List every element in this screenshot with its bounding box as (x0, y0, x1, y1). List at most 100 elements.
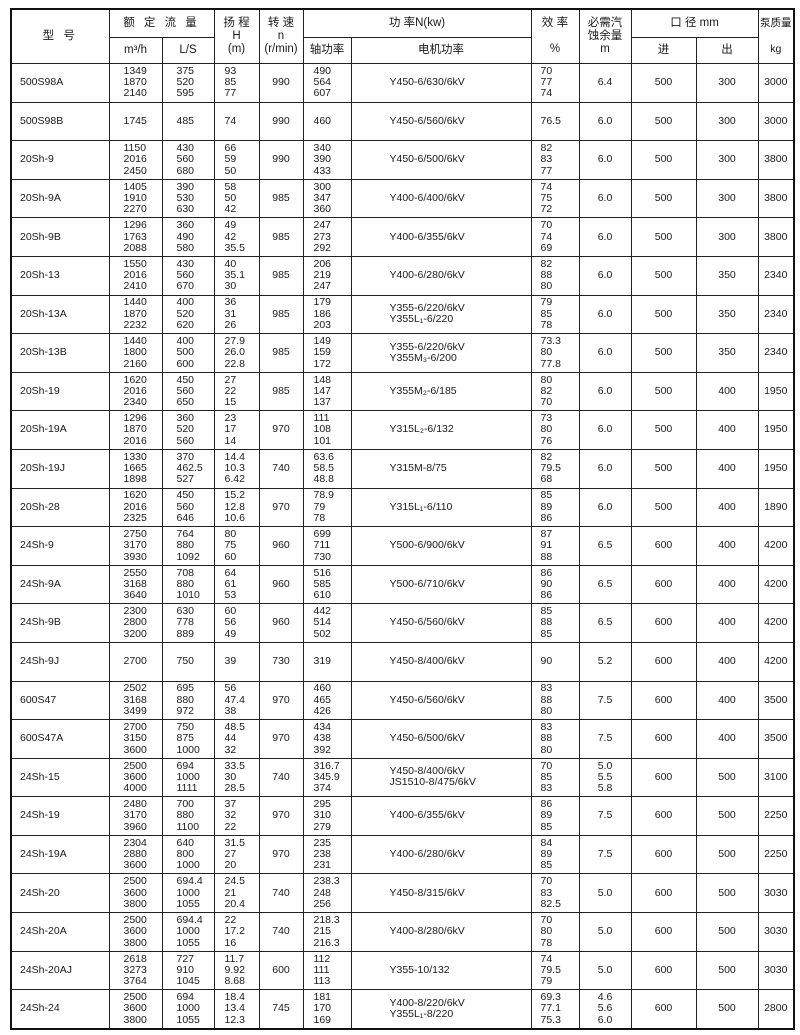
cell-flow-ls: 400 500 600 (161, 333, 215, 373)
cell-motor-power: Y450-8/400/6kV (350, 641, 532, 682)
cell-model: 24Sh-20 (10, 873, 110, 914)
cell-inlet: 600 (630, 796, 697, 836)
cell-outlet: 300 (695, 63, 759, 103)
cell-efficiency: 69.3 77.1 75.3 (530, 989, 580, 1030)
cell-flow-ls: 390 530 630 (161, 178, 215, 219)
header-mass: 泵质量 kg (757, 8, 795, 64)
table-row: 20Sh-19 1620 2016 2340 450 560 650 27 22 15… (10, 371, 795, 412)
table-row: 24Sh-20A 2500 3600 3800 694.4 1000 1055 22 … (10, 912, 795, 952)
cell-model: 24Sh-9A (10, 564, 110, 605)
cell-head: 49 42 35.5 (213, 217, 260, 257)
cell-model: 24Sh-9B (10, 603, 110, 643)
cell-inlet: 600 (630, 757, 697, 798)
cell-speed: 985 (258, 294, 304, 335)
cell-motor-power: Y400-6/280/6kV (350, 834, 532, 875)
cell-outlet: 300 (695, 178, 759, 219)
cell-efficiency: 90 (530, 641, 580, 682)
cell-shaft-power: 319 (302, 641, 352, 682)
cell-flow-ls: 400 520 620 (161, 294, 215, 335)
cell-model: 24Sh-20AJ (10, 950, 110, 991)
cell-shaft-power: 149 159 172 (302, 333, 352, 373)
header-shaft-power: 轴功率 (302, 37, 352, 64)
cell-mass: 2340 (757, 294, 795, 335)
cell-head: 80 75 60 (213, 526, 260, 566)
table-row: 20Sh-9B 1296 1763 2088 360 490 580 49 42 35… (10, 217, 795, 257)
cell-flow-ls: 370 462.5 527 (161, 448, 215, 489)
cell-head: 31.5 27 20 (213, 834, 260, 875)
cell-model: 24Sh-19A (10, 834, 110, 875)
cell-flow-ls: 708 880 1010 (161, 564, 215, 605)
table-body: 500S98A 1349 1870 2140 375 520 595 93 85 77… (10, 63, 795, 1030)
cell-motor-power: Y450-6/560/6kV (350, 603, 532, 643)
cell-speed: 990 (258, 101, 304, 142)
cell-speed: 740 (258, 448, 304, 489)
cell-flow-ls: 430 560 670 (161, 255, 215, 296)
cell-flow-m3h: 1296 1763 2088 (108, 217, 163, 257)
cell-shaft-power: 300 347 360 (302, 178, 352, 219)
cell-efficiency: 74 79.5 79 (530, 950, 580, 991)
cell-head: 39 (213, 641, 260, 682)
cell-head: 23 17 14 (213, 410, 260, 450)
cell-flow-m3h: 1296 1870 2016 (108, 410, 163, 450)
cell-shaft-power: 434 438 392 (302, 719, 352, 759)
cell-motor-power: Y450-6/500/6kV (350, 719, 532, 759)
cell-outlet: 400 (695, 448, 759, 489)
pump-spec-table: 型 号 额 定 流 量 扬 程 H (m) 转 速 n (r/min) 功 率N… (10, 8, 795, 1030)
cell-model: 24Sh-9 (10, 526, 110, 566)
header-diameter: 口 径 mm (630, 8, 759, 38)
table-row: 20Sh-19A 1296 1870 2016 360 520 560 23 17 1… (10, 410, 795, 450)
cell-shaft-power: 112 111 113 (302, 950, 352, 991)
cell-flow-ls: 360 520 560 (161, 410, 215, 450)
cell-npsh: 6.0 (578, 333, 632, 373)
cell-efficiency: 84 89 85 (530, 834, 580, 875)
cell-inlet: 500 (630, 140, 697, 180)
cell-model: 24Sh-19 (10, 796, 110, 836)
cell-speed: 985 (258, 255, 304, 296)
cell-speed: 600 (258, 950, 304, 991)
cell-speed: 960 (258, 526, 304, 566)
cell-head: 93 85 77 (213, 63, 260, 103)
cell-motor-power: Y450-6/500/6kV (350, 140, 532, 180)
cell-motor-power: Y450-6/560/6kV (350, 680, 532, 721)
cell-flow-ls: 360 490 580 (161, 217, 215, 257)
cell-outlet: 500 (695, 757, 759, 798)
header-motor-power: 电机功率 (350, 37, 532, 64)
cell-efficiency: 83 88 80 (530, 680, 580, 721)
cell-shaft-power: 179 186 203 (302, 294, 352, 335)
cell-outlet: 500 (695, 989, 759, 1030)
cell-flow-ls: 450 560 650 (161, 371, 215, 412)
cell-outlet: 400 (695, 719, 759, 759)
cell-mass: 2250 (757, 834, 795, 875)
header-head: 扬 程 H (m) (213, 8, 260, 64)
cell-inlet: 500 (630, 217, 697, 257)
cell-model: 20Sh-19 (10, 371, 110, 412)
cell-outlet: 350 (695, 255, 759, 296)
cell-outlet: 300 (695, 140, 759, 180)
cell-motor-power: Y400-6/280/6kV (350, 255, 532, 296)
cell-inlet: 500 (630, 255, 697, 296)
cell-shaft-power: 247 273 292 (302, 217, 352, 257)
table-row: 24Sh-19 2480 3170 3960 700 880 1100 37 32 2… (10, 796, 795, 836)
cell-model: 20Sh-9 (10, 140, 110, 180)
cell-shaft-power: 295 310 279 (302, 796, 352, 836)
table-row: 24Sh-24 2500 3600 3800 694 1000 1055 18.4 1… (10, 989, 795, 1030)
cell-outlet: 400 (695, 487, 759, 528)
cell-speed: 970 (258, 680, 304, 721)
cell-npsh: 6.0 (578, 140, 632, 180)
cell-head: 48.5 44 32 (213, 719, 260, 759)
cell-motor-power: Y500-6/900/6kV (350, 526, 532, 566)
header-flow-m3h: m³/h (108, 37, 163, 64)
cell-shaft-power: 148 147 137 (302, 371, 352, 412)
cell-npsh: 6.5 (578, 564, 632, 605)
cell-flow-m3h: 2480 3170 3960 (108, 796, 163, 836)
cell-shaft-power: 111 108 101 (302, 410, 352, 450)
cell-shaft-power: 206 219 247 (302, 255, 352, 296)
cell-mass: 3030 (757, 912, 795, 952)
cell-flow-ls: 375 520 595 (161, 63, 215, 103)
cell-inlet: 600 (630, 873, 697, 914)
cell-npsh: 6.0 (578, 255, 632, 296)
cell-head: 14.4 10.3 6.42 (213, 448, 260, 489)
cell-motor-power: Y355-6/220/6kV Y355L₁-6/220 (350, 294, 532, 335)
cell-speed: 740 (258, 873, 304, 914)
cell-npsh: 7.5 (578, 834, 632, 875)
